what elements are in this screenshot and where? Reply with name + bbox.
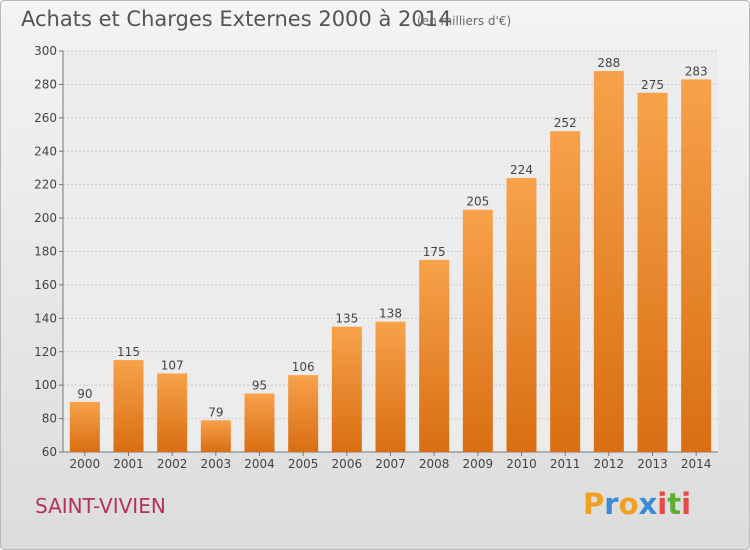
bar-2012: [593, 71, 624, 453]
x-tick-label: 2013: [637, 457, 668, 471]
y-tick-label: 100: [34, 378, 57, 392]
bar-2009: [462, 209, 493, 452]
logo-letter: t: [667, 487, 682, 521]
x-tick-label: 2009: [463, 457, 494, 471]
data-label: 224: [510, 163, 533, 177]
bar-2001: [113, 360, 144, 452]
bar-2010: [506, 177, 537, 452]
data-label: 90: [77, 387, 92, 401]
bar-2014: [681, 79, 712, 452]
data-label: 175: [423, 245, 446, 259]
x-axis: 2000 2001 2002 2003 2004 2005 2006 2007 2008 2009…: [70, 452, 712, 471]
x-tick-label: 2003: [201, 457, 232, 471]
x-tick-label: 2011: [550, 457, 581, 471]
bars: 90 115 107 79 95 106 135 138 175 205 224 252 288 275 2…: [69, 56, 712, 453]
data-label: 252: [554, 116, 577, 130]
data-label: 79: [208, 405, 223, 419]
proxiti-logo: Proxiti: [583, 487, 691, 521]
chart-title: Achats et Charges Externes 2000 à 2014: [21, 7, 452, 31]
x-tick-label: 2002: [157, 457, 188, 471]
bar-2008: [419, 259, 450, 452]
logo-letter: x: [638, 487, 658, 521]
x-tick-label: 2008: [419, 457, 450, 471]
x-tick-label: 2000: [70, 457, 101, 471]
y-tick-label: 220: [34, 178, 57, 192]
logo-letter: o: [618, 487, 639, 521]
data-label: 275: [641, 78, 664, 92]
y-tick-label: 240: [34, 144, 57, 158]
data-label: 106: [292, 360, 315, 374]
bar-2002: [157, 373, 188, 452]
y-tick-label: 260: [34, 111, 57, 125]
data-label: 115: [117, 345, 140, 359]
logo-letter: i: [681, 487, 692, 521]
chart-unit: (en milliers d'€): [417, 14, 512, 28]
y-tick-label: 80: [42, 412, 57, 426]
data-label: 135: [335, 312, 358, 326]
y-tick-label: 120: [34, 345, 57, 359]
logo-letter: P: [583, 487, 605, 521]
logo-letter: r: [604, 487, 619, 521]
y-tick-label: 180: [34, 245, 57, 259]
data-label: 283: [685, 64, 708, 78]
y-tick-label: 60: [42, 445, 57, 459]
y-tick-label: 200: [34, 211, 57, 225]
bar-2013: [637, 92, 668, 452]
bar-2004: [244, 393, 275, 452]
bar-2005: [288, 375, 319, 452]
x-tick-label: 2012: [594, 457, 625, 471]
bar-2000: [69, 401, 100, 452]
bar-2003: [200, 420, 231, 452]
data-label: 138: [379, 307, 402, 321]
bar-2011: [550, 131, 581, 452]
logo-letter: i: [657, 487, 668, 521]
data-label: 288: [597, 56, 620, 70]
data-label: 107: [161, 358, 184, 372]
commune-name: SAINT-VIVIEN: [35, 494, 166, 518]
x-tick-label: 2006: [332, 457, 363, 471]
x-tick-label: 2005: [288, 457, 319, 471]
bar-2007: [375, 321, 406, 452]
y-tick-label: 280: [34, 77, 57, 91]
data-label: 205: [466, 195, 489, 209]
data-label: 95: [252, 379, 267, 393]
y-tick-label: 140: [34, 311, 57, 325]
x-tick-label: 2010: [506, 457, 537, 471]
x-tick-label: 2007: [375, 457, 406, 471]
y-tick-label: 300: [34, 44, 57, 58]
x-tick-label: 2014: [681, 457, 712, 471]
x-tick-label: 2004: [244, 457, 275, 471]
bar-2006: [331, 326, 362, 452]
x-tick-label: 2001: [113, 457, 144, 471]
y-tick-label: 160: [34, 278, 57, 292]
